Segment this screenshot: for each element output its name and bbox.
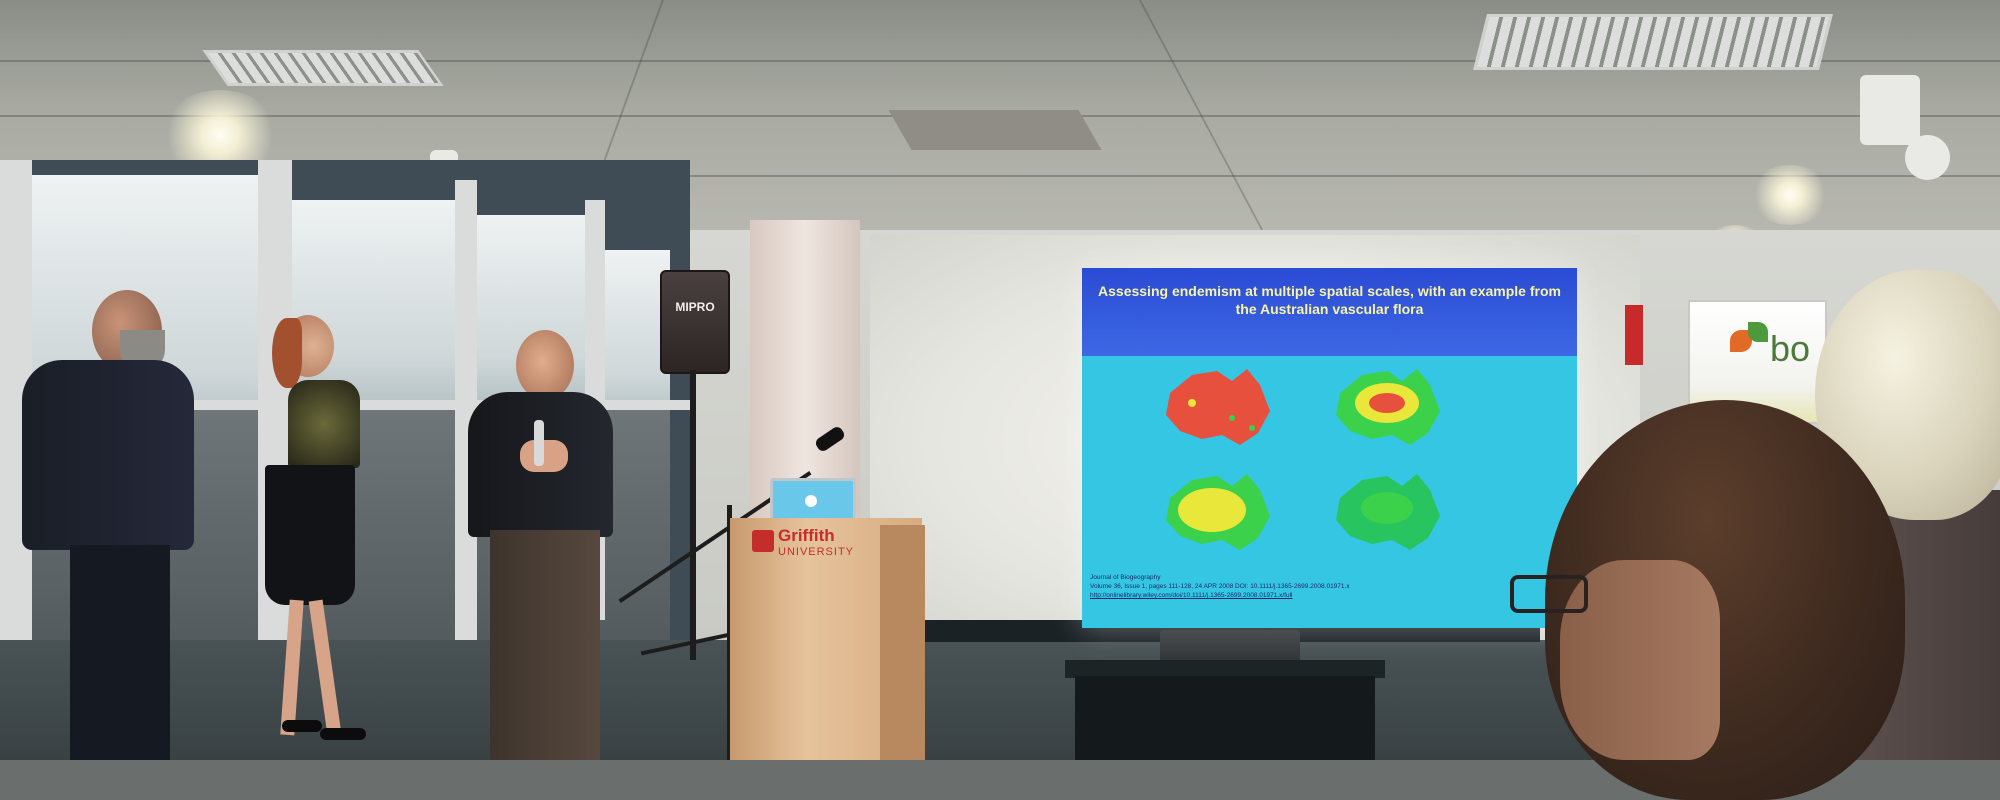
jacket — [22, 360, 194, 550]
leaf-logo-icon — [1730, 330, 1752, 352]
map-panel-d — [1332, 468, 1444, 556]
trousers — [70, 545, 170, 760]
skirt — [265, 465, 355, 605]
projected-slide: Assessing endemism at multiple spatial s… — [1082, 268, 1577, 628]
map-panel-b — [1332, 363, 1444, 451]
shoe — [320, 728, 366, 740]
ceiling-grid-line — [0, 60, 2000, 62]
slide-citation: Journal of Biogeography Volume 36, Issue… — [1090, 573, 1450, 600]
citation-line: Volume 36, Issue 1, pages 111-128, 24 AP… — [1090, 583, 1350, 590]
ceiling-panel — [888, 110, 1102, 150]
trousers — [490, 530, 600, 760]
top — [288, 380, 360, 468]
wall-sign — [1625, 305, 1643, 365]
track-light — [1905, 135, 1950, 180]
speaker-stand — [690, 370, 696, 660]
hair — [272, 318, 302, 388]
map-panel-c — [1162, 468, 1274, 556]
australia-map-mixed — [1336, 369, 1440, 445]
air-vent — [202, 50, 444, 86]
projector-table — [1065, 660, 1385, 678]
apple-logo-icon — [805, 495, 817, 507]
australia-map-red — [1166, 369, 1270, 445]
mic-stand — [727, 505, 732, 760]
speaker-brand: MIPRO — [675, 300, 715, 314]
university-subtitle: UNIVERSITY — [778, 546, 855, 558]
university-name: Griffith — [778, 526, 835, 545]
track-light — [1860, 75, 1920, 145]
citation-line: Journal of Biogeography — [1090, 574, 1161, 581]
ceiling-light — [1750, 165, 1830, 225]
ceiling-grid-line — [0, 175, 2000, 177]
australia-map-green-yellow — [1166, 474, 1270, 550]
griffith-crest-icon — [752, 530, 774, 552]
glasses-icon — [1510, 575, 1588, 613]
map-panel-a — [1162, 363, 1274, 451]
australia-map-green — [1336, 474, 1440, 550]
shoe — [282, 720, 322, 732]
banner-text: bo — [1770, 328, 1811, 369]
handheld-microphone-icon — [534, 420, 544, 466]
slide-header: Assessing endemism at multiple spatial s… — [1082, 268, 1577, 356]
lectern-side — [880, 525, 925, 760]
head — [516, 330, 574, 400]
pa-speaker: MIPRO — [660, 270, 730, 374]
projector-table-base — [1075, 676, 1375, 760]
slide-title: Assessing endemism at multiple spatial s… — [1098, 283, 1561, 317]
air-vent — [1473, 14, 1833, 70]
leaf-logo-icon — [1748, 322, 1768, 342]
hands — [520, 440, 568, 472]
citation-line: http://onlinelibrary.wiley.com/doi/10.11… — [1090, 592, 1293, 599]
lectern-logo: Griffith UNIVERSITY — [752, 524, 872, 564]
